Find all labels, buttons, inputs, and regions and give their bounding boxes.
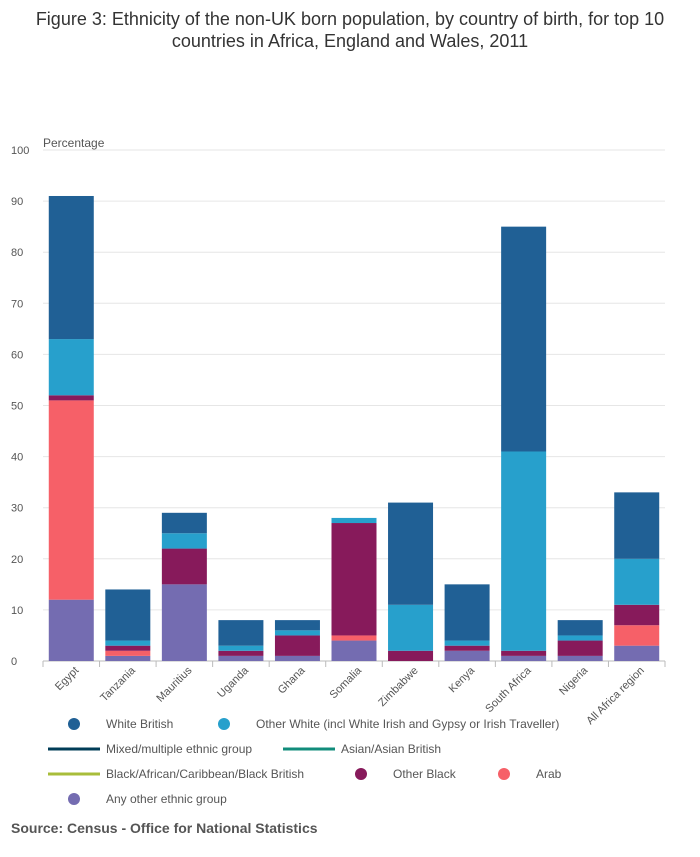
bar-segment-any_other [105, 655, 151, 661]
bar-segment-arab [331, 635, 377, 641]
bar-segment-white_british [161, 512, 207, 534]
legend-marker [498, 768, 510, 780]
bar-segment-white_british [501, 226, 547, 452]
legend-label: Other Black [393, 767, 457, 781]
y-tick-label: 80 [11, 247, 23, 259]
bar-segment-other_black [48, 395, 94, 401]
bar-segment-any_other [557, 655, 603, 661]
legend-label: Arab [536, 767, 562, 781]
bar-segment-other_black [444, 645, 490, 651]
bar-segment-other_white [218, 645, 264, 651]
bar-segment-any_other [444, 650, 490, 661]
legend-label: Any other ethnic group [106, 792, 227, 806]
bar-segment-other_black [388, 650, 434, 661]
bar-segment-any_other [501, 655, 547, 661]
y-axis: 0 10 20 30 40 50 60 70 80 90 100 [11, 145, 29, 668]
bar-segment-other_black [331, 523, 377, 636]
bar-segment-white_british [105, 589, 151, 641]
legend-label: White British [106, 717, 173, 731]
bar-segment-other_white [501, 451, 547, 651]
y-tick-label: 20 [11, 554, 23, 566]
bar-segment-other_white [614, 558, 660, 605]
bar-segment-any_other [274, 655, 320, 661]
source-note: Source: Census - Office for National Sta… [11, 820, 318, 836]
bar-segment-other_white [105, 640, 151, 646]
bar-segment-other_white [388, 604, 434, 651]
bar-segment-white_british [557, 620, 603, 636]
bar-segment-white_british [274, 620, 320, 631]
chart-title: Figure 3: Ethnicity of the non-UK born p… [35, 9, 665, 51]
bar-segment-any_other [218, 655, 264, 661]
bar-segment-other_black [557, 640, 603, 656]
x-tick-label: Ghana [276, 664, 308, 696]
x-tick-label: Egypt [53, 665, 81, 693]
y-tick-label: 50 [11, 401, 23, 413]
bar-segment-other_black [105, 645, 151, 651]
x-tick-label: Kenya [447, 664, 478, 695]
bar-segment-any_other [614, 645, 660, 661]
bar-segment-other_black [218, 650, 264, 656]
bar-segment-other_white [444, 640, 490, 646]
bar-segment-other_black [501, 650, 547, 656]
bar-segment-white_british [218, 620, 264, 646]
bar-segment-other_white [331, 517, 377, 524]
legend-label: Asian/Asian British [341, 742, 441, 756]
bars [48, 195, 660, 661]
bar-segment-other_white [557, 635, 603, 641]
x-tick-label: Mauritius [154, 664, 194, 704]
legend-label: Mixed/multiple ethnic group [106, 742, 252, 756]
y-tick-label: 90 [11, 196, 23, 208]
x-tick-label: Tanzania [98, 664, 138, 704]
x-tick-label: Uganda [215, 664, 251, 700]
y-tick-label: 10 [11, 605, 23, 617]
bar-segment-arab [614, 625, 660, 646]
y-tick-label: 0 [11, 656, 17, 668]
legend-marker [218, 718, 230, 730]
legend-label: Black/African/Caribbean/Black British [106, 767, 304, 781]
x-tick-label: Zimbabwe [376, 665, 420, 709]
bar-segment-any_other [161, 584, 207, 661]
legend-marker [355, 768, 367, 780]
x-tick-label: South Africa [483, 664, 534, 715]
bar-segment-any_other [331, 640, 377, 661]
y-tick-label: 60 [11, 349, 23, 361]
y-tick-label: 40 [11, 452, 23, 464]
bar-segment-other_black [614, 604, 660, 626]
x-tick-label: All Africa region [584, 665, 647, 728]
y-tick-label: 30 [11, 503, 23, 515]
bar-segment-other_black [161, 548, 207, 585]
bar-segment-other_white [274, 630, 320, 636]
bar-segment-white_british [388, 502, 434, 605]
bar-segment-white_british [614, 492, 660, 559]
bar-segment-white_british [48, 195, 94, 340]
bar-segment-arab [48, 400, 94, 600]
x-tick-label: Nigeria [557, 664, 591, 698]
y-tick-label: 70 [11, 298, 23, 310]
bar-segment-white_british [444, 584, 490, 641]
bar-segment-other_white [48, 339, 94, 396]
x-tick-label: Somalia [328, 664, 365, 701]
legend-marker [68, 793, 80, 805]
legend-marker [68, 718, 80, 730]
bar-segment-other_black [274, 635, 320, 656]
legend-label: Other White (incl White Irish and Gypsy … [256, 717, 559, 731]
legend: White British Other White (incl White Iri… [48, 717, 562, 806]
y-axis-label: Percentage [43, 136, 105, 150]
bar-segment-other_white [161, 533, 207, 549]
bar-segment-any_other [48, 599, 94, 661]
bar-segment-arab [105, 650, 151, 656]
y-tick-label: 100 [11, 145, 29, 157]
